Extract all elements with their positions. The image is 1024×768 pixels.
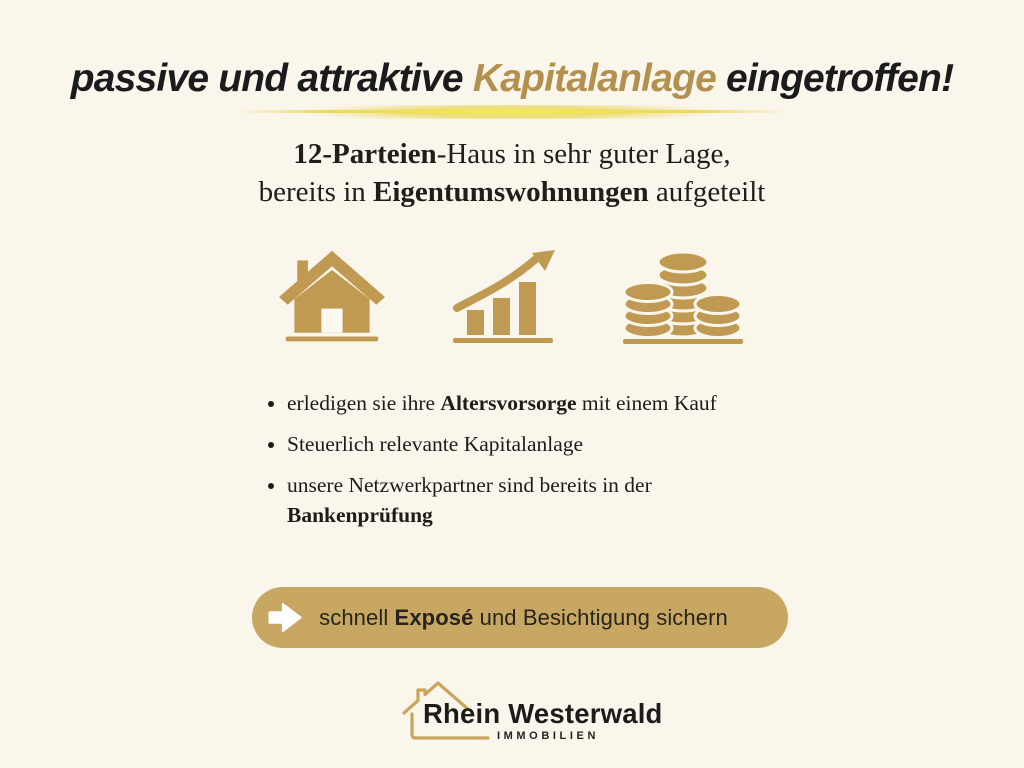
subheadline-line2-pre: bereits in [258, 176, 373, 208]
headline: passive und attraktive Kapitalanlage ein… [0, 57, 1024, 101]
subheadline: 12-Parteien-Haus in sehr guter Lage, ber… [0, 135, 1024, 211]
list-item: unsere Netzwerkpartner sind bereits in d… [287, 470, 787, 530]
gold-swoosh-divider [238, 105, 786, 119]
subheadline-line2: bereits in Eigentumswohnungen aufgeteilt [0, 173, 1024, 211]
company-logo: Rhein Westerwald IMMOBILIEN [396, 677, 662, 757]
headline-part1: passive und attraktive [70, 57, 473, 100]
cta-label: schnell Exposé und Besichtigung sichern [303, 605, 770, 631]
house-icon [279, 250, 385, 342]
subheadline-line1-bold: 12-Parteien [293, 138, 437, 170]
bullet-1-bold: Altersvorsorge [440, 391, 577, 415]
feature-icons-row [279, 248, 745, 348]
bullet-3-bold: Bankenprüfung [287, 503, 433, 527]
subheadline-line1: 12-Parteien-Haus in sehr guter Lage, [0, 135, 1024, 173]
bullet-2-pre: Steuerlich relevante Kapitalanlage [287, 432, 584, 456]
logo-subtitle: IMMOBILIEN [497, 730, 599, 742]
cta-pre: schnell [319, 604, 395, 630]
logo-name: Rhein Westerwald [423, 698, 663, 729]
growth-chart-icon [453, 250, 555, 343]
arrow-right-icon [267, 602, 303, 633]
subheadline-line2-post: aufgeteilt [648, 176, 766, 208]
list-item: erledigen sie ihre Altersvorsorge mit ei… [287, 388, 787, 418]
subheadline-line2-bold: Eigentumswohnungen [373, 176, 649, 208]
benefits-list: erledigen sie ihre Altersvorsorge mit ei… [254, 388, 787, 541]
logo-house-outline-icon [402, 681, 490, 740]
coins-icon [622, 250, 743, 344]
bullet-1-post: mit einem Kauf [576, 391, 717, 415]
bullet-3-pre: unsere Netzwerkpartner sind bereits in d… [287, 473, 652, 497]
headline-part2: eingetroffen! [716, 57, 954, 100]
subheadline-line1-rest: -Haus in sehr guter Lage, [436, 138, 731, 170]
cta-post: und Besichtigung sichern [473, 604, 728, 630]
list-item: Steuerlich relevante Kapitalanlage [287, 429, 787, 459]
headline-highlight: Kapitalanlage [472, 57, 717, 100]
bullet-1-pre: erledigen sie ihre [287, 391, 441, 415]
cta-button[interactable]: schnell Exposé und Besichtigung sichern [252, 587, 788, 648]
cta-bold: Exposé [394, 604, 474, 630]
